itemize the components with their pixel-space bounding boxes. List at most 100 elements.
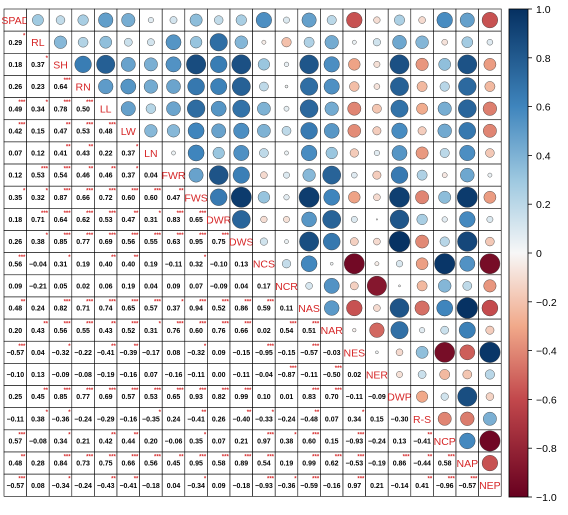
significance-star: ** — [202, 410, 207, 416]
corr-circle-fws-dws — [230, 186, 252, 208]
coef-nep-sh: −0.34 — [52, 483, 70, 490]
coef-ncr-lw: 0.19 — [121, 283, 135, 290]
corr-circle-nas-nap — [456, 297, 478, 319]
coef-ncs-fws: 0.32 — [189, 261, 203, 268]
coef-dwr-lw: 0.47 — [121, 217, 135, 224]
coef-r-s-ln: −0.35 — [142, 416, 160, 423]
corr-circle-nar-ner — [369, 322, 385, 338]
coef-dwr-fws: 0.65 — [189, 217, 203, 224]
coef-nes-nas: −0.57 — [300, 350, 318, 357]
coef-nar-nas: 0.51 — [302, 328, 316, 335]
coef-ncr-ncs: 0.17 — [257, 283, 271, 290]
corr-circle-ll-ner — [372, 103, 382, 114]
coef-nar-dws: 0.66 — [234, 328, 248, 335]
significance-star: *** — [18, 100, 26, 106]
corr-circle-lw-nep — [483, 123, 497, 138]
significance-star: *** — [222, 233, 230, 239]
corr-circle-ln-dwr — [212, 146, 225, 159]
var-label-rn: RN — [76, 82, 91, 94]
corr-circle-sh-nap — [457, 54, 478, 75]
corr-circle-rn-ln — [143, 79, 158, 94]
var-label-nap: NAP — [457, 458, 479, 470]
corr-circle-rl-ncr — [281, 37, 292, 48]
corr-circle-spad-ncp — [436, 12, 453, 29]
significance-star: ** — [111, 255, 116, 261]
coef-fwr-lw: 0.37 — [121, 173, 135, 180]
corr-circle-spad-nas — [301, 12, 317, 28]
coef-ll-rl: 0.34 — [31, 106, 45, 113]
corr-circle-ll-ncs — [257, 101, 271, 116]
corr-circle-nes-ner — [375, 350, 379, 354]
coef-fwr-sh: 0.54 — [54, 173, 68, 180]
corr-circle-ln-fws — [187, 144, 205, 162]
significance-star: *** — [244, 455, 252, 461]
coef-ncr-sh: 0.05 — [54, 283, 68, 290]
coef-ncs-ll: 0.40 — [99, 261, 113, 268]
coef-ncp-ln: 0.20 — [144, 439, 158, 446]
coef-nas-ncs: 0.59 — [257, 306, 271, 313]
corr-circle-fws-ncp — [438, 190, 452, 204]
corr-circle-sh-ll — [96, 54, 116, 74]
significance-star: ** — [134, 344, 139, 350]
coef-fwr-spad: 0.12 — [8, 173, 22, 180]
coef-nar-ncr: 0.54 — [280, 328, 294, 335]
corr-circle-rl-ncs — [261, 39, 267, 45]
coef-dws-sh: 0.85 — [54, 239, 68, 246]
significance-star: ** — [21, 299, 26, 305]
corr-circle-fwr-ncs — [260, 171, 268, 179]
coef-ncr-dws: 0.04 — [234, 283, 248, 290]
corr-circle-spad-ncs — [255, 12, 272, 29]
coef-ncp-ncr: 0.38 — [280, 439, 294, 446]
coef-sh-spad: 0.18 — [8, 62, 22, 69]
corr-circle-fwr-dwp — [390, 166, 409, 184]
coef-r-s-rn: −0.24 — [74, 416, 92, 423]
coef-nep-dws: −0.18 — [232, 483, 250, 490]
corr-circle-ll-dwr — [210, 100, 227, 117]
corr-circle-lw-ncs — [257, 124, 271, 138]
corr-circle-lw-nap — [458, 122, 476, 140]
corr-circle-ncr-nap — [462, 281, 473, 291]
corr-circle-ln-ncs — [259, 148, 269, 158]
corr-circle-ncr-nar — [323, 278, 340, 294]
coef-r-s-fwr: 0.24 — [167, 416, 181, 423]
coef-dwp-fws: 0.93 — [189, 394, 203, 401]
coef-dws-dwr: 0.75 — [212, 239, 226, 246]
corr-circle-ll-lw — [120, 101, 136, 117]
significance-star: *** — [131, 233, 139, 239]
significance-star: *** — [64, 211, 72, 217]
significance-star: *** — [64, 388, 72, 394]
significance-star: * — [294, 432, 297, 438]
coef-nap-dwp: 0.86 — [393, 461, 407, 468]
coef-nar-lw: 0.52 — [121, 328, 135, 335]
coef-nep-dwr: 0.09 — [212, 483, 226, 490]
corr-circle-sh-dws — [231, 54, 252, 75]
coef-r-s-nas: −0.48 — [300, 416, 318, 423]
corr-circle-fws-nes — [348, 191, 361, 204]
coef-nap-r-s: −0.44 — [413, 461, 431, 468]
corr-circle-r-s-nap — [460, 411, 475, 426]
significance-star: *** — [244, 388, 252, 394]
coef-ncs-dwr: −0.10 — [210, 261, 228, 268]
corr-circle-nes-r-s — [415, 346, 429, 359]
var-label-dwr: DWR — [206, 214, 231, 226]
significance-star: *** — [357, 432, 365, 438]
corr-circle-spad-fws — [189, 13, 203, 27]
coef-dwr-sh: 0.64 — [54, 217, 68, 224]
significance-star: *** — [267, 455, 275, 461]
significance-star: *** — [154, 388, 162, 394]
corr-circle-ln-nas — [301, 144, 318, 162]
significance-star: * — [46, 56, 49, 62]
corr-circle-ncr-nep — [483, 279, 497, 293]
coef-nep-fwr: 0.04 — [167, 483, 181, 490]
coef-nap-dws: 0.89 — [234, 461, 248, 468]
corr-circle-fws-nap — [456, 186, 478, 208]
significance-star: *** — [177, 322, 185, 328]
var-label-rl: RL — [31, 37, 45, 49]
coef-ln-lw: 0.37 — [121, 151, 135, 158]
coef-nep-ncp: −0.96 — [436, 483, 454, 490]
corr-circle-dwr-ncr — [283, 216, 290, 223]
corr-circle-ll-nar — [324, 101, 339, 116]
significance-star: *** — [18, 344, 26, 350]
coef-ncr-ln: 0.04 — [144, 283, 158, 290]
